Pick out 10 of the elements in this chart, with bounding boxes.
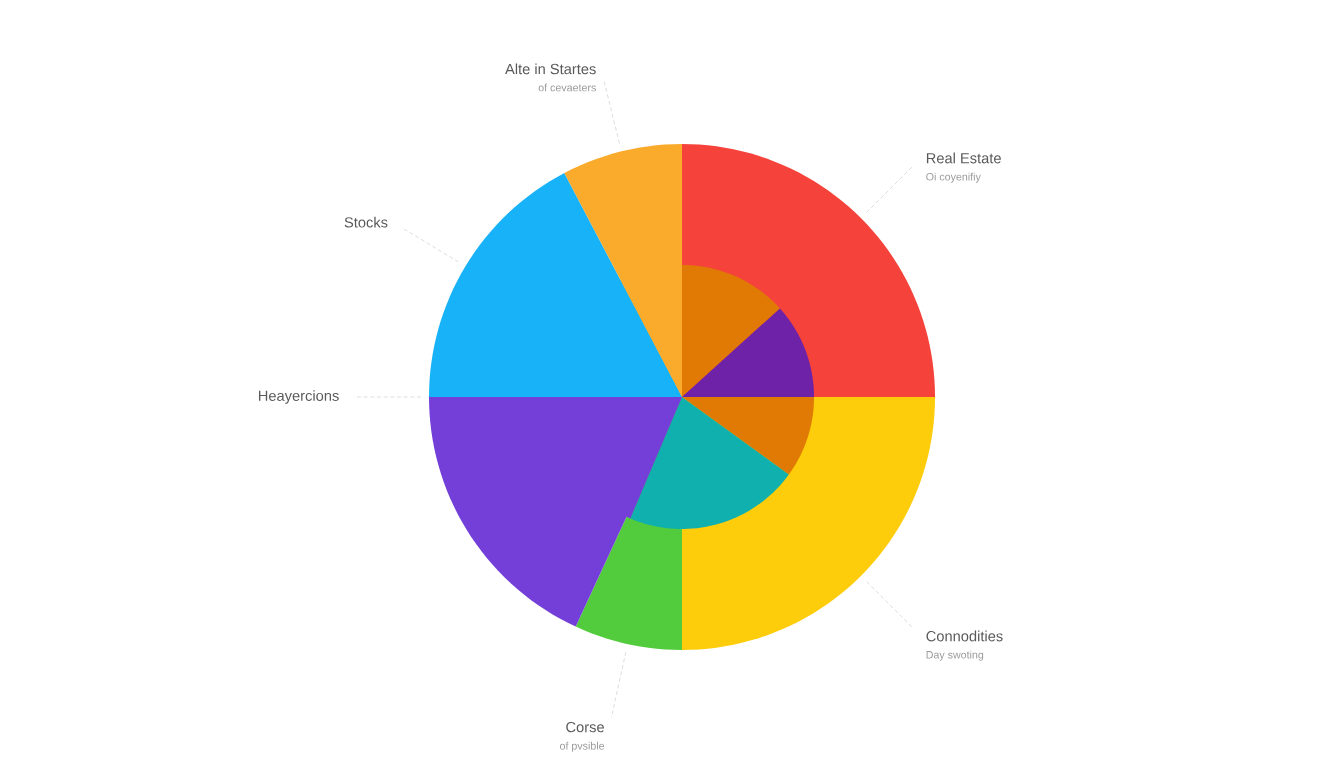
text: Oi coyenifiy: [926, 172, 981, 183]
text: of cevaeters: [538, 83, 596, 92]
slice-label: Connodities: [926, 630, 1003, 642]
text: of pvsible: [559, 741, 605, 752]
text: Heayercions: [258, 390, 339, 404]
slice-label: Alte in Startes: [505, 63, 596, 75]
slice-label: Corse: [566, 721, 604, 733]
text: Day swoting: [926, 650, 984, 661]
slice-label: Stocks: [344, 216, 388, 228]
slice-label: Real Estate: [926, 152, 1001, 164]
